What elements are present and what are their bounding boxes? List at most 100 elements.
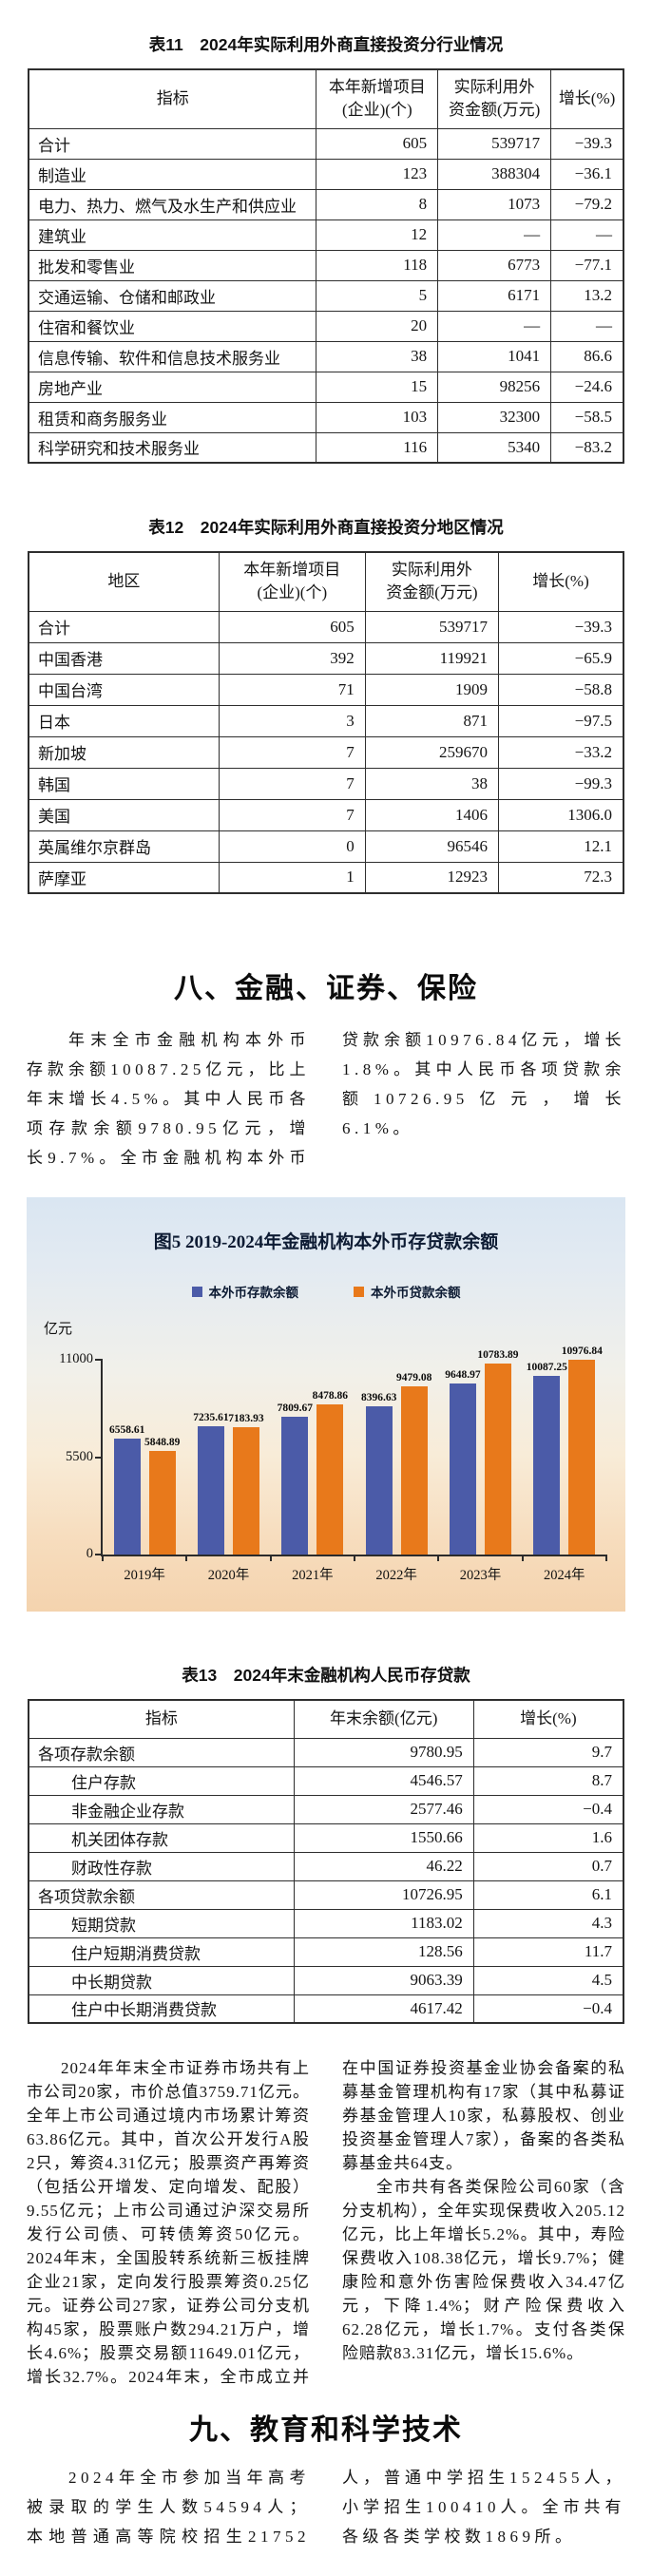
cell-value: −77.1 (550, 249, 624, 281)
table13-wrap: 指标 年末余额(亿元) 增长(%) 各项存款余额 9780.95 9.7 住户存款 4546.… (0, 1699, 652, 2024)
table-row: 科学研究和技术服务业 116 5340 −83.2 (28, 431, 624, 464)
cell-value: 119921 (364, 641, 500, 675)
x-axis-label: 2019年 (124, 1568, 165, 1583)
table-row: 信息传输、软件和信息技术服务业 38 1041 86.6 (28, 340, 624, 372)
cell-value: 871 (364, 704, 500, 737)
loan-bar-wrap: 5848.89 (144, 1360, 180, 1555)
x-tick-mark (185, 1555, 188, 1561)
cell-value: 10726.95 (293, 1880, 474, 1910)
bar-value-label: 7235.61 (193, 1412, 229, 1424)
cell-value: 1073 (437, 188, 552, 220)
legend-item-deposit: 本外币存款余额 (191, 1282, 299, 1301)
deposit-bar-wrap: 6558.61 (109, 1360, 144, 1555)
cell-value: 38 (316, 340, 439, 372)
table-row: 住户存款 4546.57 8.7 (28, 1765, 624, 1796)
cell-value: — (437, 310, 552, 342)
deposit-legend-label: 本外币存款余额 (208, 1286, 299, 1300)
cell-value: 12923 (364, 861, 500, 894)
cell-value: 4617.42 (293, 1994, 474, 2024)
row-label: 各项存款余额 (28, 1737, 295, 1767)
cell-value: 12.1 (498, 830, 624, 863)
cell-value: 259670 (364, 735, 500, 769)
row-label: 各项贷款余额 (28, 1880, 295, 1910)
row-label: 机关团体存款 (28, 1822, 295, 1853)
cell-value: 1909 (364, 673, 500, 706)
cell-value: −33.2 (498, 735, 624, 769)
table-row: 机关团体存款 1550.66 1.6 (28, 1822, 624, 1853)
cell-value: 4546.57 (293, 1765, 474, 1796)
y-tick-mark (95, 1359, 103, 1361)
table-row: 制造业 123 388304 −36.1 (28, 158, 624, 190)
y-tick-mark (95, 1554, 103, 1555)
cell-value: 6171 (437, 279, 552, 312)
row-label: 租赁和商务服务业 (28, 401, 317, 433)
column-header: 指标 (28, 1699, 295, 1739)
bar-value-label: 7809.67 (277, 1402, 313, 1414)
table-row: 美国 7 1406 1306.0 (28, 798, 624, 831)
cell-value: 32300 (437, 401, 552, 433)
paragraph: 2024年年末全市证券市场共有上市公司20家，市价总值3759.71亿元。全年上… (27, 2059, 625, 2386)
column-header: 增长(%) (472, 1699, 624, 1739)
deposit-bar (113, 1438, 141, 1555)
x-axis-label: 2022年 (375, 1568, 417, 1583)
y-tick-label: 0 (86, 1546, 93, 1561)
loan-bar-wrap: 9479.08 (396, 1360, 431, 1555)
cell-value: −97.5 (498, 704, 624, 737)
cell-value: 8 (316, 188, 439, 220)
table-row: 电力、热力、燃气及水生产和供应业 8 1073 −79.2 (28, 188, 624, 220)
cell-value: −79.2 (550, 188, 624, 220)
cell-value: 72.3 (498, 861, 624, 894)
section8-paragraphs: 年末全市金融机构本外币存款余额10087.25亿元，比上年末增长4.5%。其中人… (0, 1025, 652, 1173)
table-row: 各项贷款余额 10726.95 6.1 (28, 1880, 624, 1910)
cell-value: 13.2 (550, 279, 624, 312)
column-header: 增长(%) (550, 68, 624, 129)
cell-value: 3 (218, 704, 366, 737)
cell-value: 1406 (364, 798, 500, 831)
section9-heading: 九、教育和科学技术 (189, 2414, 463, 2446)
loan-bar (400, 1386, 428, 1555)
cell-value: 86.6 (550, 340, 624, 372)
cell-value: 7 (218, 798, 366, 831)
bar-value-label: 9479.08 (395, 1372, 432, 1384)
bar-value-label: 7183.93 (228, 1413, 264, 1425)
row-label: 科学研究和技术服务业 (28, 431, 317, 464)
cell-value: −24.6 (550, 371, 624, 403)
cell-value: 388304 (437, 158, 552, 190)
table-row: 交通运输、仓储和邮政业 5 6171 13.2 (28, 279, 624, 312)
bar-group-2021: 7809.67 8478.86 2021年 (277, 1360, 348, 1583)
row-label: 中长期贷款 (28, 1965, 295, 1995)
cell-value: 9780.95 (293, 1737, 474, 1767)
cell-value: 11.7 (472, 1937, 624, 1967)
header-row: 指标 本年新增项目 (企业)(个) 实际利用外 资金额(万元) 增长(%) (28, 68, 624, 129)
row-label: 合计 (28, 127, 317, 160)
table-row: 建筑业 12— — (28, 219, 624, 251)
cell-value: 116 (316, 431, 439, 464)
deposit-bar (197, 1426, 224, 1555)
table-row: 中长期贷款 9063.39 4.5 (28, 1965, 624, 1995)
chart-title: 图5 2019-2024年金融机构本外币存贷款余额 (153, 1232, 499, 1252)
column-header: 本年新增项目 (企业)(个) (218, 551, 366, 612)
cell-value: −58.8 (498, 673, 624, 706)
cell-value: 12 (316, 219, 439, 251)
row-label: 中国台湾 (28, 673, 220, 706)
cell-value: 5340 (437, 431, 552, 464)
cell-value: −0.4 (472, 1794, 624, 1824)
cell-value: 7 (218, 767, 366, 800)
table-row: 英属维尔京群岛 0 96546 12.1 (28, 830, 624, 863)
cell-value: −39.3 (498, 610, 624, 643)
row-label: 萨摩亚 (28, 861, 220, 894)
deposit-bar (449, 1383, 476, 1555)
row-label: 交通运输、仓储和邮政业 (28, 279, 317, 312)
cell-value: 98256 (437, 371, 552, 403)
bar-value-label: 10783.89 (477, 1349, 519, 1361)
row-label: 韩国 (28, 767, 220, 800)
deposit-bar (365, 1405, 393, 1555)
section8-heading: 八、金融、证券、保险 (174, 973, 478, 1004)
chart-area-wrap: 亿元 0 5500 11000 6558.61 5848.89 2019年 7235.61 7… (40, 1322, 610, 1583)
cell-value: 96546 (364, 830, 500, 863)
bar-value-label: 8396.63 (360, 1391, 397, 1403)
cell-value: 71 (218, 673, 366, 706)
loan-bar-wrap: 10783.89 (477, 1349, 519, 1555)
bar-value-label: 10976.84 (561, 1345, 603, 1358)
loan-bar (232, 1427, 259, 1555)
